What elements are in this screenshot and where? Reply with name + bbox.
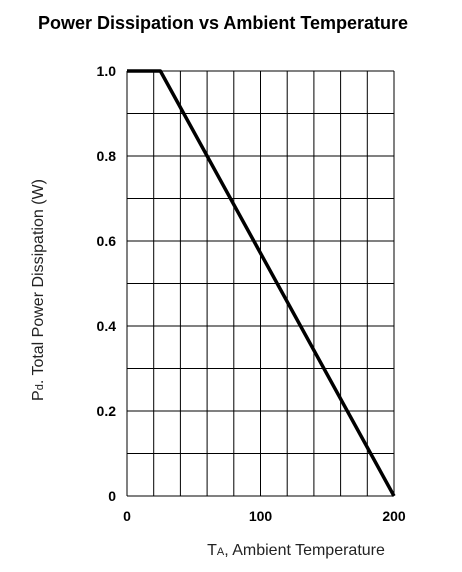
y-tick-label: 0.4 [97, 318, 117, 334]
y-tick-labels: 0 0.2 0.4 0.6 0.8 1.0 [97, 63, 117, 504]
y-axis-label-text: . Total Power Dissipation (W) [30, 179, 47, 384]
y-axis-label: Pd. Total Power Dissipation (W) [30, 179, 47, 401]
y-tick-label: 1.0 [97, 63, 117, 79]
x-tick-label: 0 [123, 508, 131, 524]
y-tick-label: 0.8 [97, 148, 117, 164]
series-line-0 [127, 69, 396, 497]
series-layer [127, 69, 396, 497]
y-tick-label: 0.2 [97, 403, 117, 419]
y-tick-label: 0.6 [97, 233, 117, 249]
x-tick-labels: 0 100 200 [123, 508, 406, 524]
x-axis-label: TA, Ambient Temperature [207, 542, 385, 559]
x-tick-label: 100 [249, 508, 273, 524]
x-tick-label: 200 [382, 508, 406, 524]
grid [126, 70, 395, 497]
x-axis-label-text: , Ambient Temperature [224, 542, 385, 559]
y-axis-label-prefix: P [30, 390, 47, 401]
x-axis-label-prefix: T [207, 542, 217, 559]
x-axis-label-subscript: A [217, 546, 225, 558]
chart-title: Power Dissipation vs Ambient Temperature [38, 13, 408, 33]
y-tick-label: 0 [108, 488, 116, 504]
y-axis-label-subscript: d [34, 384, 46, 390]
